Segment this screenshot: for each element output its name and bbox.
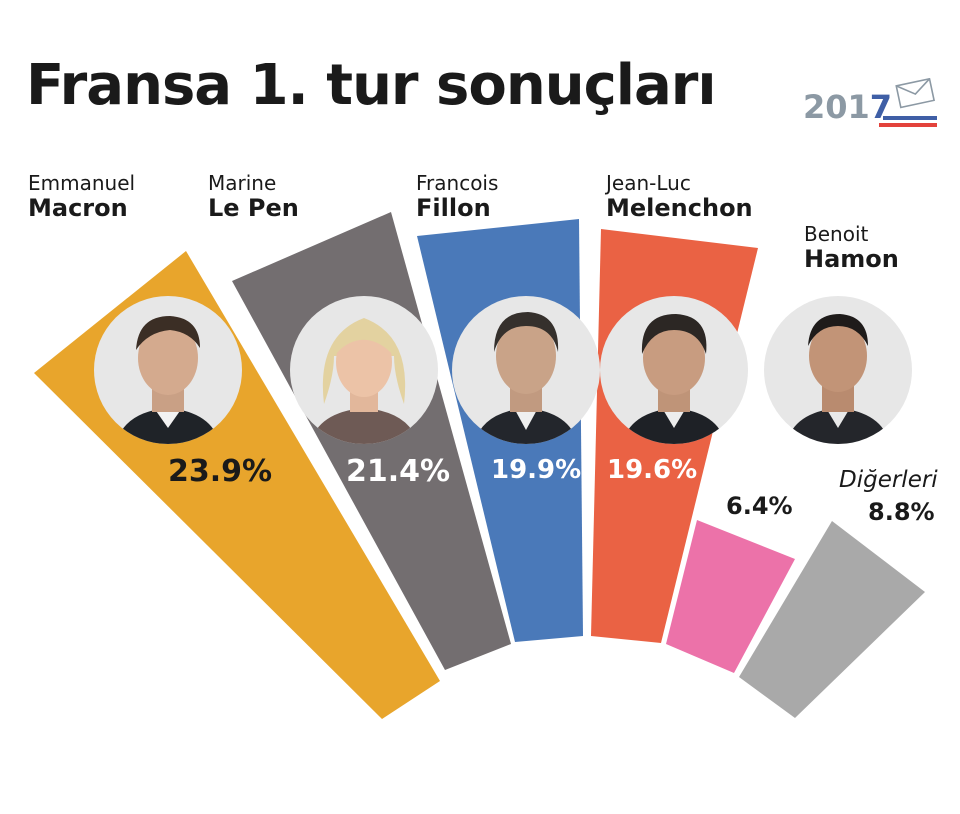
candidate-first-name: Emmanuel bbox=[28, 171, 136, 195]
candidate-name-melenchon: Jean-Luc Melenchon bbox=[606, 172, 753, 223]
candidate-name-hamon: Benoit Hamon bbox=[804, 223, 899, 274]
candidate-last-name: Hamon bbox=[804, 245, 899, 273]
flag-stripe-white bbox=[883, 120, 937, 123]
candidate-first-name: Jean-Luc bbox=[606, 171, 691, 195]
candidate-last-name: Macron bbox=[28, 194, 128, 222]
portrait-hamon bbox=[764, 296, 912, 444]
value-label-fillon: 19.9% bbox=[491, 455, 582, 485]
candidate-last-name: Melenchon bbox=[606, 194, 753, 222]
election-2017-logo: 2017 bbox=[803, 78, 937, 127]
portrait-macron bbox=[94, 296, 242, 444]
candidate-last-name: Fillon bbox=[416, 194, 491, 222]
portrait-melenchon bbox=[600, 296, 748, 444]
candidate-name-fillon: Francois Fillon bbox=[416, 172, 498, 223]
value-label-macron: 23.9% bbox=[168, 454, 273, 489]
portrait-lepen bbox=[290, 296, 438, 444]
value-label-lepen: 21.4% bbox=[346, 454, 451, 489]
year-badge-prefix: 201 bbox=[803, 88, 870, 126]
value-label-hamon: 6.4% bbox=[726, 492, 793, 520]
candidate-name-lepen: Marine Le Pen bbox=[208, 172, 299, 223]
candidate-name-macron: Emmanuel Macron bbox=[28, 172, 135, 223]
flag-stripe-blue bbox=[883, 116, 937, 120]
candidate-last-name: Le Pen bbox=[208, 194, 299, 222]
flag-stripe-red bbox=[879, 123, 937, 127]
candidate-first-name: Marine bbox=[208, 171, 277, 195]
ballot-envelope-icon bbox=[895, 78, 936, 109]
value-label-melenchon: 19.6% bbox=[607, 455, 698, 485]
candidate-first-name: Benoit bbox=[804, 222, 869, 246]
portrait-fillon bbox=[452, 296, 600, 444]
chart-title: Fransa 1. tur sonuçları bbox=[26, 53, 717, 118]
bar-others bbox=[739, 521, 925, 718]
bar-hamon bbox=[666, 520, 795, 673]
value-label-others: 8.8% bbox=[868, 498, 935, 526]
candidate-first-name: Francois bbox=[416, 171, 499, 195]
others-label: Diğerleri bbox=[839, 467, 938, 493]
